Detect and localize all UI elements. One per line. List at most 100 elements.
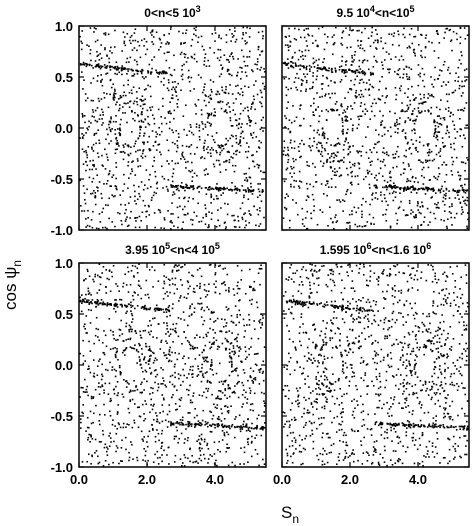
scatter-point bbox=[315, 343, 317, 346]
scatter-point bbox=[250, 134, 253, 136]
scatter-point bbox=[149, 411, 151, 414]
scatter-point bbox=[355, 309, 358, 312]
scatter-point bbox=[396, 423, 398, 426]
scatter-point bbox=[302, 426, 305, 429]
scatter-point bbox=[244, 292, 247, 295]
scatter-point bbox=[306, 227, 309, 230]
scatter-point bbox=[443, 203, 446, 206]
scatter-point bbox=[243, 173, 246, 175]
scatter-point bbox=[212, 337, 215, 339]
scatter-point bbox=[318, 58, 320, 61]
scatter-point bbox=[184, 189, 186, 192]
scatter-point bbox=[117, 211, 119, 214]
scatter-point bbox=[124, 304, 126, 307]
scatter-point bbox=[323, 134, 325, 137]
scatter-point bbox=[153, 160, 156, 162]
scatter-point bbox=[193, 172, 196, 175]
scatter-point bbox=[168, 51, 170, 53]
scatter-point bbox=[345, 69, 347, 71]
scatter-point bbox=[139, 334, 142, 337]
scatter-point bbox=[91, 181, 94, 183]
scatter-point bbox=[150, 71, 153, 73]
scatter-point bbox=[111, 194, 114, 196]
scatter-point bbox=[392, 423, 394, 426]
scatter-point bbox=[332, 152, 335, 154]
scatter-point bbox=[203, 149, 205, 152]
scatter-point bbox=[151, 130, 154, 132]
scatter-point bbox=[142, 459, 144, 461]
scatter-point bbox=[212, 373, 215, 376]
scatter-point bbox=[86, 154, 88, 156]
scatter-point bbox=[389, 126, 392, 129]
scatter-point bbox=[375, 59, 377, 62]
scatter-point bbox=[390, 33, 393, 36]
scatter-point bbox=[381, 95, 384, 97]
scatter-point bbox=[334, 92, 336, 95]
scatter-point bbox=[322, 361, 324, 363]
scatter-point bbox=[167, 446, 170, 449]
scatter-point bbox=[451, 173, 454, 176]
scatter-point bbox=[113, 46, 116, 48]
scatter-point bbox=[341, 60, 343, 62]
scatter-point bbox=[232, 347, 235, 349]
scatter-point bbox=[378, 172, 380, 175]
scatter-point bbox=[322, 61, 324, 64]
scatter-point bbox=[161, 420, 164, 423]
scatter-point bbox=[251, 154, 253, 157]
scatter-point bbox=[225, 109, 227, 112]
scatter-point bbox=[299, 64, 302, 67]
scatter-point bbox=[204, 126, 207, 128]
scatter-point bbox=[188, 271, 190, 274]
scatter-point bbox=[263, 68, 265, 70]
scatter-point bbox=[114, 129, 116, 131]
scatter-point bbox=[201, 363, 203, 366]
scatter-point bbox=[324, 304, 327, 307]
scatter-point bbox=[184, 438, 186, 440]
scatter-point bbox=[177, 216, 180, 219]
scatter-point bbox=[358, 93, 360, 96]
scatter-point bbox=[262, 37, 264, 40]
scatter-point bbox=[351, 108, 354, 110]
scatter-point bbox=[97, 63, 100, 65]
scatter-point bbox=[108, 120, 111, 123]
scatter-point bbox=[115, 103, 117, 106]
scatter-point bbox=[342, 199, 344, 201]
scatter-point bbox=[231, 164, 234, 167]
scatter-point bbox=[301, 139, 303, 142]
scatter-point bbox=[413, 216, 416, 219]
scatter-point bbox=[388, 53, 390, 55]
scatter-point bbox=[141, 68, 143, 71]
scatter-point bbox=[190, 131, 193, 134]
scatter-point bbox=[98, 461, 101, 464]
scatter-point bbox=[335, 214, 337, 216]
scatter-point bbox=[97, 129, 99, 132]
scatter-point bbox=[249, 299, 251, 302]
scatter-point bbox=[181, 419, 184, 421]
scatter-point bbox=[211, 393, 213, 396]
scatter-point bbox=[415, 333, 417, 336]
scatter-point bbox=[147, 308, 150, 310]
scatter-point bbox=[105, 286, 107, 288]
scatter-point bbox=[454, 197, 457, 199]
scatter-point bbox=[216, 57, 219, 59]
scatter-point bbox=[153, 156, 156, 159]
scatter-point bbox=[333, 311, 335, 313]
scatter-point bbox=[251, 190, 254, 192]
scatter-point bbox=[341, 121, 344, 124]
scatter-point bbox=[241, 91, 244, 93]
scatter-point bbox=[198, 185, 201, 188]
scatter-point bbox=[139, 98, 142, 101]
scatter-point bbox=[217, 219, 220, 222]
scatter-point bbox=[205, 359, 207, 362]
scatter-point bbox=[183, 42, 185, 45]
scatter-point bbox=[189, 368, 191, 371]
scatter-point bbox=[194, 153, 196, 155]
scatter-point bbox=[177, 132, 180, 135]
scatter-point bbox=[365, 200, 367, 203]
scatter-point bbox=[84, 99, 87, 102]
scatter-point bbox=[346, 119, 349, 122]
scatter-point bbox=[431, 425, 433, 428]
scatter-point bbox=[445, 163, 447, 166]
scatter-point bbox=[138, 415, 141, 417]
scatter-point bbox=[321, 348, 323, 351]
